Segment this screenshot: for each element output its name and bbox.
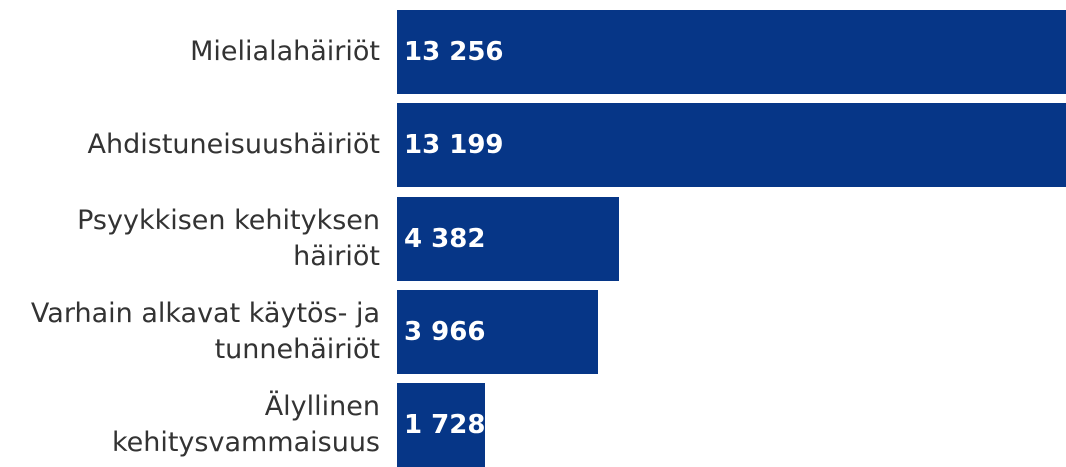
bar bbox=[397, 383, 485, 467]
category-label: Psyykkisen kehityksen häiriöt bbox=[77, 204, 380, 272]
bar bbox=[397, 196, 620, 281]
value-label: 4 382 bbox=[404, 223, 486, 254]
category-label: Ahdistuneisuushäiriöt bbox=[87, 129, 380, 161]
category-label: Varhain alkavat käytös- ja tunnehäiriöt bbox=[30, 297, 380, 365]
value-label: 13 256 bbox=[404, 37, 504, 67]
value-label: 3 966 bbox=[404, 316, 486, 347]
value-label: 1 728 bbox=[404, 410, 486, 441]
category-label: Älyllinen kehitysvammaisuus bbox=[111, 391, 380, 459]
value-label: 13 199 bbox=[404, 130, 504, 161]
category-label: Mielialahäiriöt bbox=[190, 36, 380, 67]
bar bbox=[397, 103, 1066, 188]
bar bbox=[397, 10, 1066, 94]
bar bbox=[397, 289, 599, 374]
